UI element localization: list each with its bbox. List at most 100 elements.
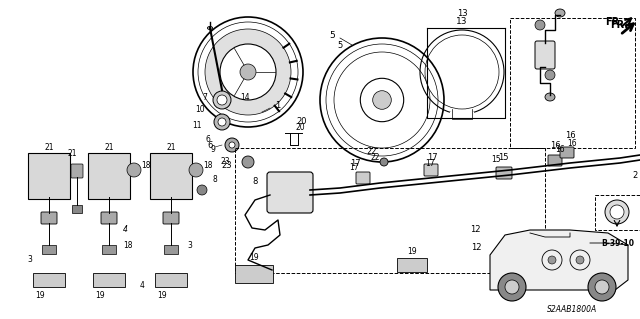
Text: 16: 16: [564, 131, 575, 140]
Text: 12: 12: [470, 226, 480, 234]
Circle shape: [217, 95, 227, 105]
Text: 4: 4: [140, 280, 145, 290]
Circle shape: [242, 156, 254, 168]
Bar: [33, 273, 65, 287]
Text: 18: 18: [204, 160, 212, 169]
Circle shape: [545, 70, 555, 80]
FancyBboxPatch shape: [267, 172, 313, 213]
Bar: [102, 245, 116, 254]
Circle shape: [498, 273, 526, 301]
Bar: [510, 18, 635, 148]
Text: 6: 6: [205, 136, 211, 145]
Text: 16: 16: [567, 138, 577, 147]
Bar: [42, 245, 56, 254]
FancyBboxPatch shape: [163, 212, 179, 224]
Text: 3: 3: [188, 241, 193, 249]
Text: 19: 19: [35, 291, 45, 300]
Text: 21: 21: [44, 143, 54, 152]
Bar: [72, 205, 82, 213]
Bar: [235, 265, 273, 283]
Circle shape: [505, 280, 519, 294]
Circle shape: [380, 158, 388, 166]
Bar: [164, 245, 178, 254]
Ellipse shape: [207, 26, 212, 29]
Text: 8: 8: [252, 177, 258, 187]
Text: 16: 16: [550, 140, 560, 150]
Circle shape: [605, 200, 629, 224]
Text: 17: 17: [427, 153, 437, 162]
Text: 14: 14: [240, 93, 250, 101]
FancyBboxPatch shape: [101, 212, 117, 224]
Circle shape: [218, 118, 226, 126]
Text: 19: 19: [407, 248, 417, 256]
Circle shape: [535, 20, 545, 30]
FancyBboxPatch shape: [560, 147, 574, 158]
Circle shape: [240, 64, 256, 80]
Text: 21: 21: [67, 149, 77, 158]
Bar: [93, 273, 125, 287]
Circle shape: [372, 91, 391, 109]
Circle shape: [225, 138, 239, 152]
Text: 23: 23: [221, 160, 232, 169]
Text: 5: 5: [337, 41, 342, 49]
Text: 18: 18: [141, 160, 151, 169]
Text: 22: 22: [371, 152, 380, 161]
Text: 19: 19: [95, 291, 105, 300]
FancyBboxPatch shape: [496, 167, 512, 179]
Text: 19: 19: [157, 291, 167, 300]
FancyBboxPatch shape: [424, 164, 438, 176]
Text: 5: 5: [329, 31, 335, 40]
Circle shape: [595, 280, 609, 294]
FancyBboxPatch shape: [548, 155, 562, 166]
Text: 10: 10: [195, 106, 205, 115]
Text: FR.: FR.: [605, 17, 623, 27]
FancyBboxPatch shape: [88, 153, 130, 199]
FancyBboxPatch shape: [28, 153, 70, 199]
Text: 18: 18: [124, 241, 132, 249]
Text: 21: 21: [104, 143, 114, 152]
Text: 20: 20: [297, 117, 307, 127]
FancyBboxPatch shape: [535, 41, 555, 69]
Text: 16: 16: [555, 145, 565, 154]
Bar: [155, 273, 187, 287]
Text: 13: 13: [457, 10, 467, 19]
Circle shape: [588, 273, 616, 301]
Text: 15: 15: [498, 153, 508, 162]
Text: 21: 21: [166, 143, 176, 152]
Text: 23: 23: [220, 158, 230, 167]
FancyBboxPatch shape: [41, 212, 57, 224]
Ellipse shape: [555, 9, 565, 17]
Circle shape: [213, 91, 231, 109]
FancyBboxPatch shape: [150, 153, 192, 199]
Text: 3: 3: [28, 256, 33, 264]
Circle shape: [214, 114, 230, 130]
Text: 12: 12: [471, 243, 481, 253]
Bar: [397, 258, 427, 272]
Text: 4: 4: [123, 226, 127, 234]
Circle shape: [548, 256, 556, 264]
Bar: [235, 148, 545, 273]
Text: 11: 11: [192, 121, 202, 130]
Text: B-39-10: B-39-10: [602, 239, 634, 248]
Text: 6: 6: [207, 140, 212, 150]
Circle shape: [576, 256, 584, 264]
Circle shape: [229, 142, 235, 148]
Text: 17: 17: [425, 159, 435, 167]
Text: FR.: FR.: [610, 20, 628, 30]
Circle shape: [205, 29, 291, 115]
Text: 17: 17: [349, 159, 360, 167]
Circle shape: [220, 44, 276, 100]
Circle shape: [189, 163, 203, 177]
Text: 22: 22: [367, 147, 377, 157]
Text: 20: 20: [295, 123, 305, 132]
Text: 13: 13: [456, 18, 468, 26]
Ellipse shape: [545, 93, 555, 101]
Text: 19: 19: [249, 254, 259, 263]
Text: S2AAB1800A: S2AAB1800A: [547, 305, 597, 314]
Text: 9: 9: [211, 145, 216, 154]
FancyBboxPatch shape: [71, 164, 83, 178]
Text: 2: 2: [632, 170, 637, 180]
FancyBboxPatch shape: [356, 172, 370, 184]
Text: 8: 8: [212, 175, 218, 184]
Text: 15: 15: [491, 155, 501, 165]
